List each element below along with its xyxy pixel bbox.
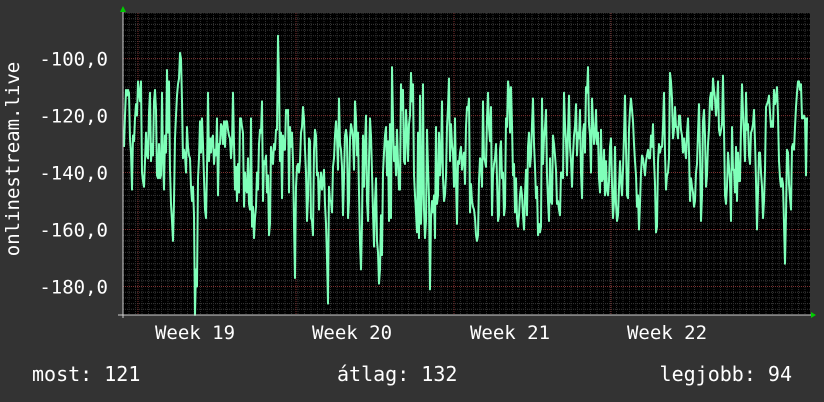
y-tick-label: -120,0 — [39, 106, 108, 128]
axes — [118, 6, 816, 318]
y-axis-label: onlinestream.live — [2, 61, 24, 257]
footer-average: átlag: 132 — [337, 362, 458, 386]
x-tick-labels: Week 19 Week 20 Week 21 Week 22 — [155, 322, 707, 344]
x-tick-label: Week 22 — [627, 322, 707, 344]
y-tick-label: -180,0 — [39, 277, 108, 299]
grid — [123, 12, 810, 316]
y-tick-labels: -100,0 -120,0 -140,0 -160,0 -180,0 — [39, 49, 108, 299]
y-tick-label: -140,0 — [39, 163, 108, 185]
series-line — [123, 34, 808, 316]
x-tick-label: Week 19 — [155, 322, 235, 344]
x-tick-label: Week 20 — [312, 322, 392, 344]
series — [123, 34, 808, 316]
y-tick-label: -160,0 — [39, 220, 108, 242]
x-tick-label: Week 21 — [470, 322, 550, 344]
y-axis-arrow — [120, 6, 126, 12]
footer-best: legjobb: 94 — [659, 362, 792, 386]
y-tick-label: -100,0 — [39, 49, 108, 71]
footer-current: most: 121 — [32, 362, 141, 386]
x-axis-arrow — [811, 312, 816, 318]
